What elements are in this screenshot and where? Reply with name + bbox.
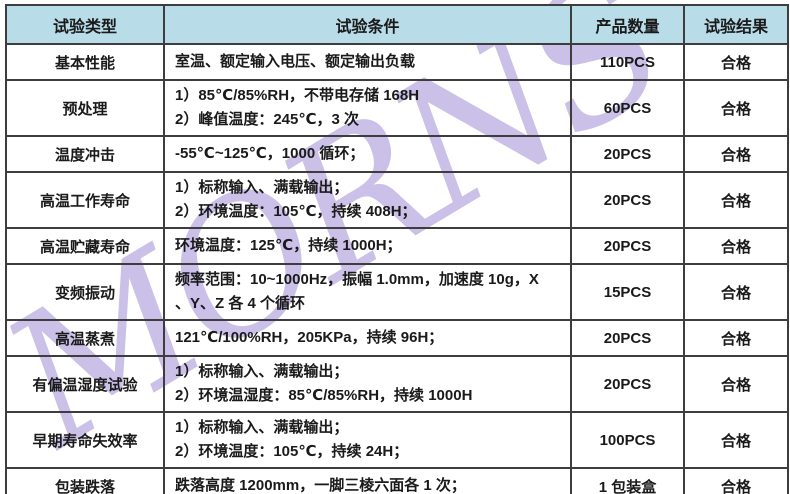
test-conditions-cell: 跌落高度 1200mm，一脚三棱六面各 1 次； [163, 467, 572, 494]
test-conditions-cell: 1）标称输入、满载输出； 2）环境温湿度：85℃/85%RH，持续 1000H [163, 355, 572, 413]
test-result-cell: 合格 [683, 43, 789, 81]
test-type-cell: 早期寿命失效率 [5, 411, 165, 469]
test-result-cell: 合格 [683, 171, 789, 229]
test-conditions-cell: 环境温度：125℃，持续 1000H； [163, 227, 572, 265]
column-header-test-type: 试验类型 [5, 4, 165, 45]
table-row: 高温贮藏寿命 环境温度：125℃，持续 1000H； 20PCS 合格 [5, 227, 789, 265]
test-type-cell: 高温蒸煮 [5, 319, 165, 357]
test-type-cell: 高温工作寿命 [5, 171, 165, 229]
product-quantity-cell: 100PCS [570, 411, 685, 469]
condition-line: 121℃/100%RH，205KPa，持续 96H； [175, 329, 444, 346]
product-quantity-cell: 20PCS [570, 355, 685, 413]
test-type-cell: 预处理 [5, 79, 165, 137]
test-result-cell: 合格 [683, 263, 789, 321]
column-header-test-conditions: 试验条件 [163, 4, 572, 45]
table-row: 有偏温湿度试验 1）标称输入、满载输出； 2）环境温湿度：85℃/85%RH，持续 … [5, 355, 789, 413]
condition-line: 2）环境温湿度：85℃/85%RH，持续 1000H [175, 387, 473, 404]
column-header-product-quantity: 产品数量 [570, 4, 685, 45]
test-result-cell: 合格 [683, 467, 789, 494]
table-row: 预处理 1）85℃/85%RH，不带电存储 168H 2）峰值温度：245℃，3 次… [5, 79, 789, 137]
condition-line: 、Y、Z 各 4 个循环 [175, 295, 306, 312]
test-type-cell: 基本性能 [5, 43, 165, 81]
condition-line: 室温、额定输入电压、额定输出负载 [175, 53, 416, 70]
condition-line: 频率范围：10~1000Hz，振幅 1.0mm，加速度 10g，X [175, 271, 539, 288]
condition-line: 1）85℃/85%RH，不带电存储 168H [175, 87, 420, 104]
test-type-cell: 高温贮藏寿命 [5, 227, 165, 265]
test-conditions-cell: 1）标称输入、满载输出； 2）环境温度：105℃，持续 408H； [163, 171, 572, 229]
condition-line: 1）标称输入、满载输出； [175, 363, 349, 380]
test-result-cell: 合格 [683, 411, 789, 469]
test-type-cell: 有偏温湿度试验 [5, 355, 165, 413]
table-row: 高温工作寿命 1）标称输入、满载输出； 2）环境温度：105℃，持续 408H； 20… [5, 171, 789, 229]
table-row: 基本性能 室温、额定输入电压、额定输出负载 110PCS 合格 [5, 43, 789, 81]
test-conditions-cell: -55℃~125℃，1000 循环； [163, 135, 572, 173]
test-result-cell: 合格 [683, 227, 789, 265]
test-result-cell: 合格 [683, 355, 789, 413]
test-type-cell: 温度冲击 [5, 135, 165, 173]
product-quantity-cell: 20PCS [570, 135, 685, 173]
test-conditions-cell: 室温、额定输入电压、额定输出负载 [163, 43, 572, 81]
product-quantity-cell: 20PCS [570, 171, 685, 229]
test-result-cell: 合格 [683, 79, 789, 137]
table-row: 早期寿命失效率 1）标称输入、满载输出； 2）环境温度：105℃，持续 24H； 10… [5, 411, 789, 469]
table-row: 温度冲击 -55℃~125℃，1000 循环； 20PCS 合格 [5, 135, 789, 173]
test-results-table: 试验类型 试验条件 产品数量 试验结果 基本性能 室温、额定输入电压、额定输出负载… [5, 4, 789, 494]
condition-line: 跌落高度 1200mm，一脚三棱六面各 1 次； [175, 477, 466, 494]
test-conditions-cell: 121℃/100%RH，205KPa，持续 96H； [163, 319, 572, 357]
product-quantity-cell: 20PCS [570, 319, 685, 357]
test-result-cell: 合格 [683, 319, 789, 357]
condition-line: -55℃~125℃，1000 循环； [175, 145, 365, 162]
product-quantity-cell: 110PCS [570, 43, 685, 81]
test-conditions-cell: 1）85℃/85%RH，不带电存储 168H 2）峰值温度：245℃，3 次 [163, 79, 572, 137]
table-row: 包装跌落 跌落高度 1200mm，一脚三棱六面各 1 次； 1 包装盒 合格 [5, 467, 789, 494]
condition-line: 1）标称输入、满载输出； [175, 179, 349, 196]
table-row: 变频振动 频率范围：10~1000Hz，振幅 1.0mm，加速度 10g，X 、Y、… [5, 263, 789, 321]
product-quantity-cell: 15PCS [570, 263, 685, 321]
condition-line: 2）峰值温度：245℃，3 次 [175, 111, 360, 128]
condition-line: 1）标称输入、满载输出； [175, 419, 349, 436]
product-quantity-cell: 1 包装盒 [570, 467, 685, 494]
test-type-cell: 变频振动 [5, 263, 165, 321]
condition-line: 2）环境温度：105℃，持续 24H； [175, 443, 409, 460]
header-row: 试验类型 试验条件 产品数量 试验结果 [5, 4, 789, 45]
condition-line: 环境温度：125℃，持续 1000H； [175, 237, 402, 254]
test-type-cell: 包装跌落 [5, 467, 165, 494]
table-row: 高温蒸煮 121℃/100%RH，205KPa，持续 96H； 20PCS 合格 [5, 319, 789, 357]
product-quantity-cell: 60PCS [570, 79, 685, 137]
column-header-test-result: 试验结果 [683, 4, 789, 45]
test-table-body: 基本性能 室温、额定输入电压、额定输出负载 110PCS 合格 预处理 1）85℃/85%… [5, 43, 789, 494]
test-conditions-cell: 1）标称输入、满载输出； 2）环境温度：105℃，持续 24H； [163, 411, 572, 469]
test-conditions-cell: 频率范围：10~1000Hz，振幅 1.0mm，加速度 10g，X 、Y、Z 各 … [163, 263, 572, 321]
test-result-cell: 合格 [683, 135, 789, 173]
condition-line: 2）环境温度：105℃，持续 408H； [175, 203, 417, 220]
product-quantity-cell: 20PCS [570, 227, 685, 265]
